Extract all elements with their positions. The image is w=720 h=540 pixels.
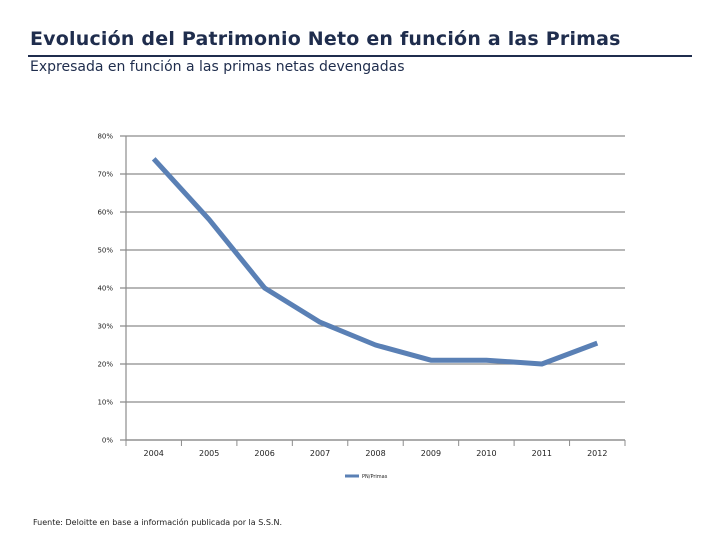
y-tick-label: 10% [97, 399, 113, 407]
x-tick-label: 2012 [587, 449, 607, 458]
tick-labels: 0% 10% 20% 30% 40% 50% 60% 70% 80% 2004 2005 2006 20… [97, 133, 607, 459]
y-tick-label: 0% [102, 437, 113, 445]
y-tick-label: 80% [97, 133, 113, 141]
x-tick-label: 2010 [476, 449, 496, 458]
title-rule [28, 55, 692, 57]
y-tick-label: 30% [97, 323, 113, 331]
y-tick-label: 50% [97, 247, 113, 255]
legend-label: PN/Primas [362, 474, 388, 480]
y-tick-label: 70% [97, 171, 113, 179]
x-tick-label: 2006 [254, 449, 274, 458]
source-note: Fuente: Deloitte en base a información p… [33, 518, 282, 527]
chart-title: Evolución del Patrimonio Neto en función… [30, 28, 621, 50]
x-tick-label: 2005 [199, 449, 219, 458]
x-tick-label: 2007 [310, 449, 330, 458]
chart-subtitle: Expresada en función a las primas netas … [30, 59, 405, 75]
legend: PN/Primas [345, 474, 388, 480]
x-tick-label: 2004 [144, 449, 164, 458]
series-line [151, 157, 599, 367]
grid-lines [120, 135, 625, 441]
series-layer [151, 157, 599, 367]
y-tick-label: 20% [97, 361, 113, 369]
y-tick-label: 60% [97, 209, 113, 217]
x-tick-label: 2009 [421, 449, 441, 458]
x-tick-label: 2008 [365, 449, 385, 458]
axes [125, 136, 626, 446]
x-tick-label: 2011 [532, 449, 552, 458]
y-tick-label: 40% [97, 285, 113, 293]
